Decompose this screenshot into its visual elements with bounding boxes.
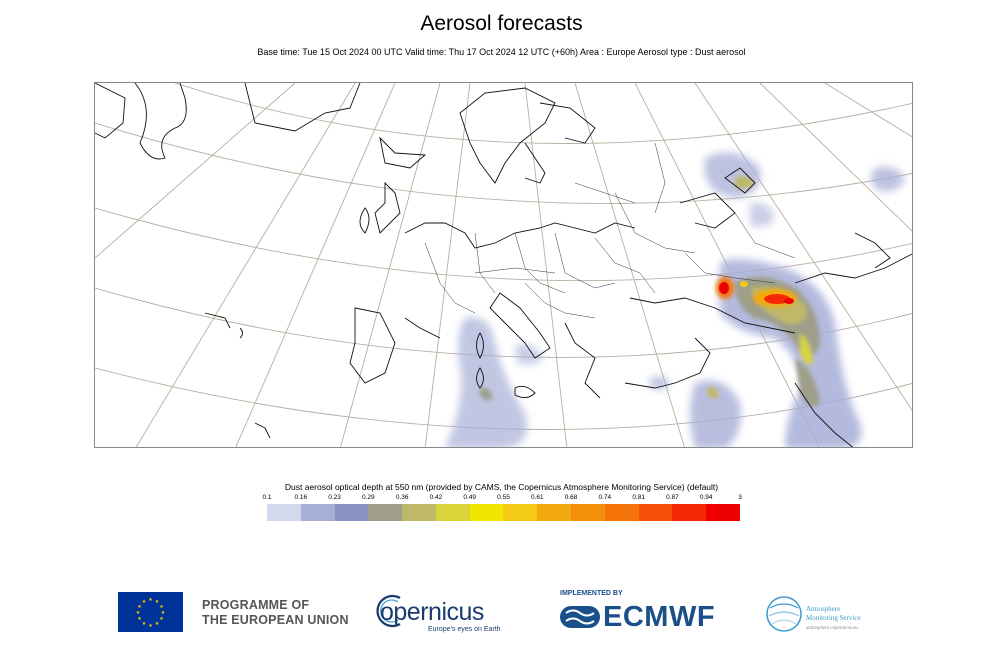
legend-tick: 0.1: [262, 494, 272, 501]
legend-tick: 0.16: [294, 494, 308, 501]
legend-tick: 0.87: [666, 494, 679, 501]
page-title: Aerosol forecasts: [420, 12, 583, 35]
legend-color-swatch: [571, 504, 605, 521]
implemented-by-label: IMPLEMENTED BY: [560, 590, 623, 597]
legend-color-swatch: [706, 504, 740, 521]
legend-tick: 0.23: [328, 494, 341, 501]
svg-text:★: ★: [155, 621, 160, 627]
eu-stars-icon: ★ ★★ ★★★ ★★★ ★★★: [136, 597, 166, 629]
ecmwf-icon: [560, 606, 600, 628]
svg-text:★: ★: [159, 604, 164, 610]
svg-text:★: ★: [137, 604, 142, 610]
legend-title: Dust aerosol optical depth at 550 nm (pr…: [284, 482, 719, 492]
legend-color-swatch: [334, 504, 369, 521]
legend-color-swatch: [503, 504, 538, 521]
legend-tick: 0.81: [632, 494, 645, 501]
legend-color-swatch: [537, 504, 572, 521]
legend-color-swatch: [402, 504, 436, 521]
legend-color-swatch: [469, 504, 504, 521]
copernicus-c-icon: [376, 594, 401, 628]
svg-text:★: ★: [142, 621, 147, 627]
svg-text:★: ★: [142, 599, 147, 605]
svg-text:★: ★: [155, 599, 160, 605]
legend-tick: 0.36: [395, 494, 409, 501]
legend-color-swatch: [368, 504, 403, 521]
copernicus-tagline: Europe's eyes on Earth: [428, 626, 501, 633]
legend-tick: 0.55: [497, 494, 510, 501]
legend-colorbar: [267, 504, 740, 521]
copernicus-logo: opernicus: [380, 598, 484, 626]
cams-logo-text: Atmosphere Monitoring Service: [806, 605, 861, 622]
dust-forecast-map[interactable]: [94, 82, 913, 448]
eu-flag-logo: ★ ★ ★ ★ ★ ★ ★ ★ ★ ★ ★ ★: [118, 592, 183, 632]
svg-text:★: ★: [148, 623, 153, 629]
svg-text:★: ★: [159, 616, 164, 622]
svg-text:★: ★: [137, 616, 142, 622]
legend-tick: 0.42: [429, 494, 443, 501]
legend-tick: 0.68: [564, 494, 578, 501]
map-canvas: [95, 83, 912, 447]
legend-tick: 0.29: [362, 494, 375, 501]
cams-url: atmosphere.copernicus.eu: [806, 626, 858, 631]
legend-color-swatch: [300, 504, 335, 521]
legend-ticks: 0.1 0.16 0.23 0.29 0.36 0.42 0.49 0.55 0…: [262, 494, 742, 504]
eu-programme-text: PROGRAMME OF THE EUROPEAN UNION: [202, 598, 349, 627]
legend-color-swatch: [604, 504, 639, 521]
legend-color-swatch: [267, 504, 301, 521]
svg-text:★: ★: [148, 597, 153, 603]
legend-tick: 3: [738, 494, 742, 501]
country-borders: [424, 142, 796, 319]
forecast-subtitle: Base time: Tue 15 Oct 2024 00 UTC Valid …: [257, 47, 746, 57]
legend-tick: 0.74: [598, 494, 612, 501]
cams-globe-icon: [766, 596, 802, 632]
dust-plumes: [445, 152, 905, 447]
ecmwf-logo: ECMWF: [603, 601, 716, 633]
legend-color-swatch: [638, 504, 673, 521]
legend-color-swatch: [672, 504, 707, 521]
legend-tick: 0.49: [463, 494, 477, 501]
legend-color-swatch: [435, 504, 470, 521]
svg-text:★: ★: [136, 610, 141, 616]
legend-tick: 0.94: [699, 494, 713, 501]
legend-tick: 0.61: [530, 494, 544, 501]
svg-text:★: ★: [161, 610, 166, 616]
